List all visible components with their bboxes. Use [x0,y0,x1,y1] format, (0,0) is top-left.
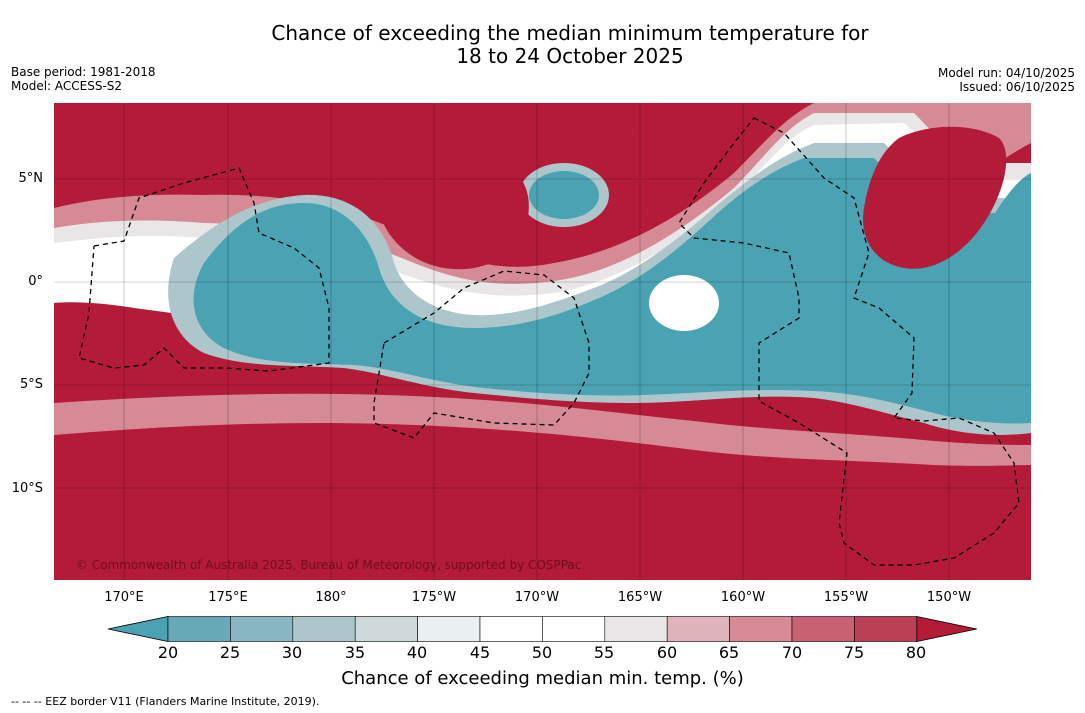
lon-label-160w: 160°W [720,590,766,605]
base-period: Base period: 1981-2018 [11,65,156,79]
map-fill [54,103,1031,580]
lon-label-170e: 170°E [104,590,144,605]
red-patch-north-east [604,131,703,209]
red-patch-far-east [863,126,1007,269]
white-patch [649,275,719,331]
colorbar-tick-70: 70 [781,643,803,662]
lat-label-5n: 5°N [18,171,44,186]
colorbar-bin-6 [542,616,606,642]
colorbar-tick-45: 45 [469,643,491,662]
meta-right: Model run: 04/10/2025 Issued: 06/10/2025 [938,66,1075,94]
colorbar-bin-8 [666,616,730,642]
chart-title: Chance of exceeding the median minimum t… [0,22,1085,68]
colorbar-tick-55: 55 [593,643,615,662]
colorbar-bin-7 [604,616,668,642]
lon-label-150w: 150°W [926,590,972,605]
model-name: Model: ACCESS-S2 [11,79,123,93]
colorbar-tick-30: 30 [281,643,303,662]
colorbar-bin-3 [354,616,418,642]
colorbar-tick-35: 35 [344,643,366,662]
colorbar-bin-0 [167,616,231,642]
colorbar-bin-9 [729,616,793,642]
title-line-2: 18 to 24 October 2025 [456,44,684,68]
lat-label-0: 0° [28,274,43,289]
lon-label-155w: 155°W [823,590,869,605]
lon-label-175e: 175°E [208,590,248,605]
colorbar [108,616,977,642]
issued-date: Issued: 06/10/2025 [959,80,1075,94]
lon-label-165w: 165°W [617,590,663,605]
colorbar-under-arrow [108,616,169,642]
band-teal [193,158,1031,424]
colorbar-bin-11 [854,616,918,642]
copyright-notice: © Commonwealth of Australia 2025, Bureau… [76,558,582,572]
lon-label-180: 180° [315,590,347,605]
colorbar-tick-50: 50 [531,643,553,662]
colorbar-bin-4 [417,616,481,642]
probability-map: © Commonwealth of Australia 2025, Bureau… [54,103,1031,580]
pink-south-band [54,393,1031,466]
colorbar-tick-80: 80 [905,643,927,662]
lat-label-5s: 5°S [19,377,43,392]
colorbar-tick-65: 65 [718,643,740,662]
colorbar-tick-20: 20 [157,643,179,662]
colorbar-bin-5 [479,616,543,642]
red-south [54,421,1031,580]
colorbar-bin-2 [292,616,356,642]
lat-label-10s: 10°S [11,481,43,496]
graticule [54,103,1031,580]
colorbar-tick-60: 60 [656,643,678,662]
colorbar-label: Chance of exceeding median min. temp. (%… [341,668,744,689]
model-run: Model run: 04/10/2025 [937,66,1075,80]
eez-borders [78,117,1020,566]
colorbar-bin-1 [230,616,294,642]
eez-legend-note: -- -- -- EEZ border V11 (Flanders Marine… [11,695,320,708]
lon-label-175w: 175°W [411,590,457,605]
colorbar-tick-40: 40 [406,643,428,662]
colorbar-bin-10 [791,616,855,642]
title-line-1: Chance of exceeding the median minimum t… [271,21,869,45]
lon-label-170w: 170°W [514,590,560,605]
meta-left: Base period: 1981-2018 Model: ACCESS-S2 [11,65,156,93]
colorbar-tick-75: 75 [843,643,865,662]
teal-patch-north-core [529,171,599,219]
colorbar-tick-25: 25 [219,643,241,662]
colorbar-over-arrow [916,616,977,642]
teal-east-edge [980,173,1031,283]
red-patch-north-central [376,152,529,270]
